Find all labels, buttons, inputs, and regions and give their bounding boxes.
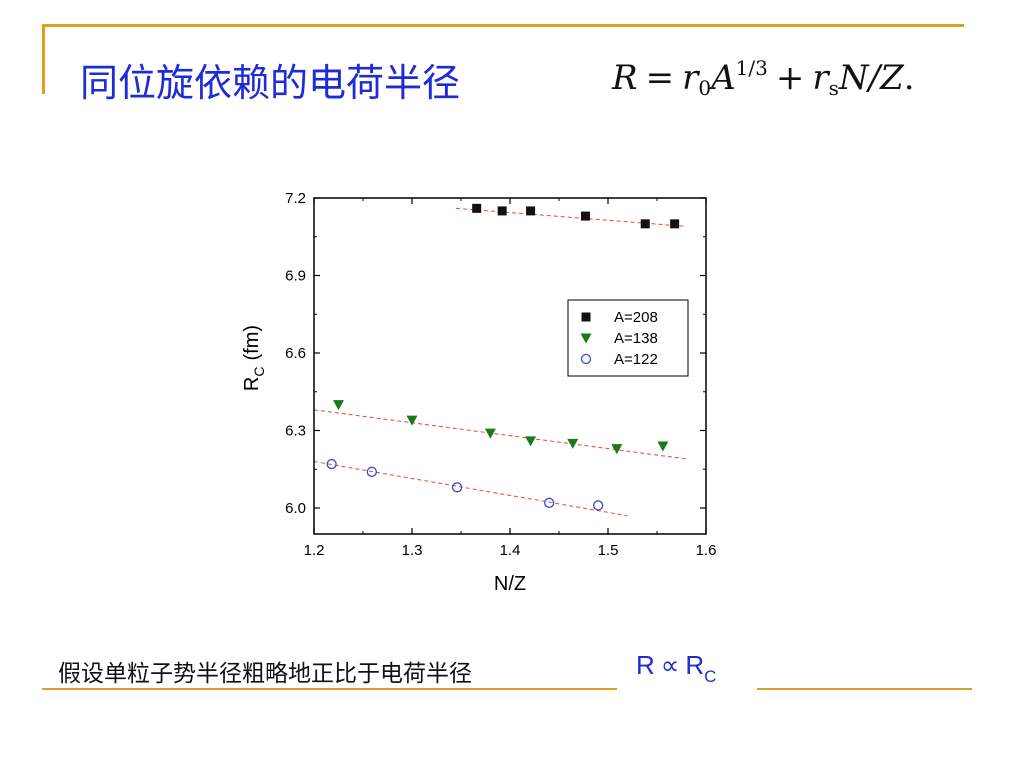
prop-rc-sub: C xyxy=(704,667,717,686)
formula-nz: N/Z xyxy=(838,58,904,98)
prop-symbol: ∝ xyxy=(660,650,680,680)
radius-formula: R = r0A1/3 + rsN/Z. xyxy=(612,56,915,100)
prop-r: R xyxy=(636,650,655,680)
formula-equals: = xyxy=(645,58,675,98)
y-tick-label: 6.0 xyxy=(285,500,306,517)
x-tick-label: 1.2 xyxy=(304,542,325,559)
formula-rs-sub: s xyxy=(828,76,839,100)
fit-line-a-138 xyxy=(313,409,687,460)
point-a-138 xyxy=(406,415,418,426)
formula-plus: + xyxy=(775,58,805,98)
x-tick-label: 1.3 xyxy=(402,542,423,559)
prop-rc: R xyxy=(685,650,705,680)
x-tick-label: 1.6 xyxy=(696,542,717,559)
point-a-138 xyxy=(611,444,623,455)
point-a-122 xyxy=(451,482,463,493)
point-a-122 xyxy=(366,466,377,477)
y-axis-label-r: R xyxy=(241,377,263,391)
point-a-138 xyxy=(657,441,669,452)
y-tick-label: 6.9 xyxy=(285,268,306,285)
formula-a-exponent: 1/3 xyxy=(735,56,768,80)
fit-line-a-208 xyxy=(456,207,687,227)
point-a-208 xyxy=(497,206,507,216)
fit-line-a-122 xyxy=(313,461,628,517)
proportional-formula: R ∝ RC xyxy=(636,650,716,687)
y-tick-label: 6.3 xyxy=(285,423,306,440)
legend-marker-a-208 xyxy=(581,312,591,322)
formula-rs: r xyxy=(812,58,829,98)
formula-period: . xyxy=(903,58,915,98)
y-tick-label: 6.6 xyxy=(285,345,306,362)
axis-ticks: 1.2 1.3 1.4 1.5 1.6 6.0 6.3 6.6 6.9 7.2 xyxy=(285,190,716,559)
bottom-statement: 假设单粒子势半径粗略地正比于电荷半径 xyxy=(58,661,472,687)
data-markers xyxy=(326,203,680,511)
formula-r0: r xyxy=(682,58,699,98)
point-a-138 xyxy=(567,438,579,449)
legend-marker-a-138 xyxy=(580,333,592,344)
y-axis-label-sub: C xyxy=(251,366,267,376)
y-tick-label: 7.2 xyxy=(285,190,306,207)
point-a-138 xyxy=(525,436,537,447)
formula-a: A xyxy=(711,58,736,98)
x-tick-label: 1.5 xyxy=(598,542,619,559)
slide-title: 同位旋依赖的电荷半径 xyxy=(80,61,461,105)
x-tick-label: 1.4 xyxy=(500,542,521,559)
legend-label-a-208: A=208 xyxy=(614,309,658,326)
x-axis-label: N/Z xyxy=(494,573,526,595)
point-a-208 xyxy=(472,203,482,213)
point-a-122 xyxy=(593,500,604,511)
bottom-rule-right xyxy=(757,688,972,690)
point-a-208 xyxy=(640,219,650,229)
point-a-208 xyxy=(670,219,680,229)
point-a-138 xyxy=(333,400,344,411)
point-a-122 xyxy=(326,458,337,470)
point-a-208 xyxy=(526,206,536,216)
legend-label-a-138: A=138 xyxy=(614,330,658,347)
legend: A=208 A=138 A=122 xyxy=(567,299,689,377)
y-axis-label-unit: (fm) xyxy=(241,325,263,361)
legend-marker-a-122 xyxy=(580,353,592,365)
top-accent-rule xyxy=(42,24,964,27)
bottom-rule-left xyxy=(42,688,617,690)
y-axis-label: RC (fm) xyxy=(241,325,267,391)
formula-r0-sub: 0 xyxy=(698,76,712,100)
legend-label-a-122: A=122 xyxy=(614,351,658,368)
point-a-208 xyxy=(580,211,590,221)
point-a-138 xyxy=(484,428,496,439)
point-a-122 xyxy=(544,497,555,508)
formula-r: R xyxy=(612,58,638,98)
left-accent-rule xyxy=(42,24,45,94)
